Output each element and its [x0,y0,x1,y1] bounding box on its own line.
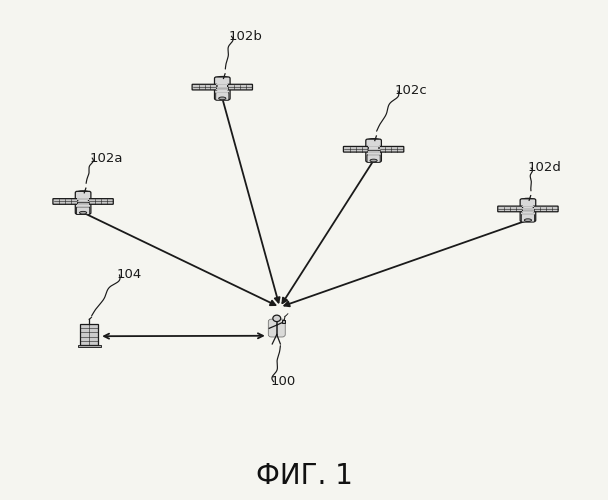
Ellipse shape [370,159,377,162]
Ellipse shape [367,138,380,142]
Bar [368,154,379,155]
Bar [77,202,89,204]
FancyBboxPatch shape [366,139,381,162]
Bar [77,204,89,205]
Bar [80,324,98,345]
Bar [522,206,534,207]
FancyBboxPatch shape [379,146,404,152]
Ellipse shape [521,198,534,202]
FancyBboxPatch shape [521,214,534,222]
Text: 100: 100 [271,376,296,388]
Bar [522,211,534,212]
FancyBboxPatch shape [53,198,78,204]
Ellipse shape [216,76,229,80]
FancyBboxPatch shape [367,154,380,162]
Bar [368,150,379,152]
Text: ФИГ. 1: ФИГ. 1 [255,462,353,490]
FancyBboxPatch shape [498,206,522,212]
FancyBboxPatch shape [268,319,285,337]
Text: 102d: 102d [528,162,562,174]
Ellipse shape [80,212,87,214]
Bar [368,148,379,150]
Bar [216,84,228,86]
FancyBboxPatch shape [533,206,558,212]
Bar [77,206,89,208]
Text: 102b: 102b [229,30,262,43]
FancyBboxPatch shape [77,207,90,214]
Bar [522,209,534,212]
Bar [368,146,379,148]
Bar [216,92,228,93]
Text: 104: 104 [116,268,142,281]
Bar [216,89,228,90]
FancyBboxPatch shape [520,199,536,222]
FancyBboxPatch shape [216,92,229,100]
Text: 102c: 102c [395,84,427,98]
Circle shape [273,315,281,322]
FancyBboxPatch shape [89,198,113,204]
FancyBboxPatch shape [192,84,217,90]
Bar [77,201,89,202]
FancyBboxPatch shape [344,146,368,152]
Bar [522,208,534,210]
FancyBboxPatch shape [227,84,252,90]
Bar [216,88,228,90]
Bar [522,214,534,215]
Bar [78,345,101,348]
FancyBboxPatch shape [75,192,91,214]
Bar [282,320,285,324]
Ellipse shape [524,219,531,222]
Bar [216,86,228,88]
FancyBboxPatch shape [215,77,230,100]
Text: 102a: 102a [89,152,123,164]
Ellipse shape [77,191,89,194]
Ellipse shape [219,97,226,100]
Bar [77,198,89,200]
